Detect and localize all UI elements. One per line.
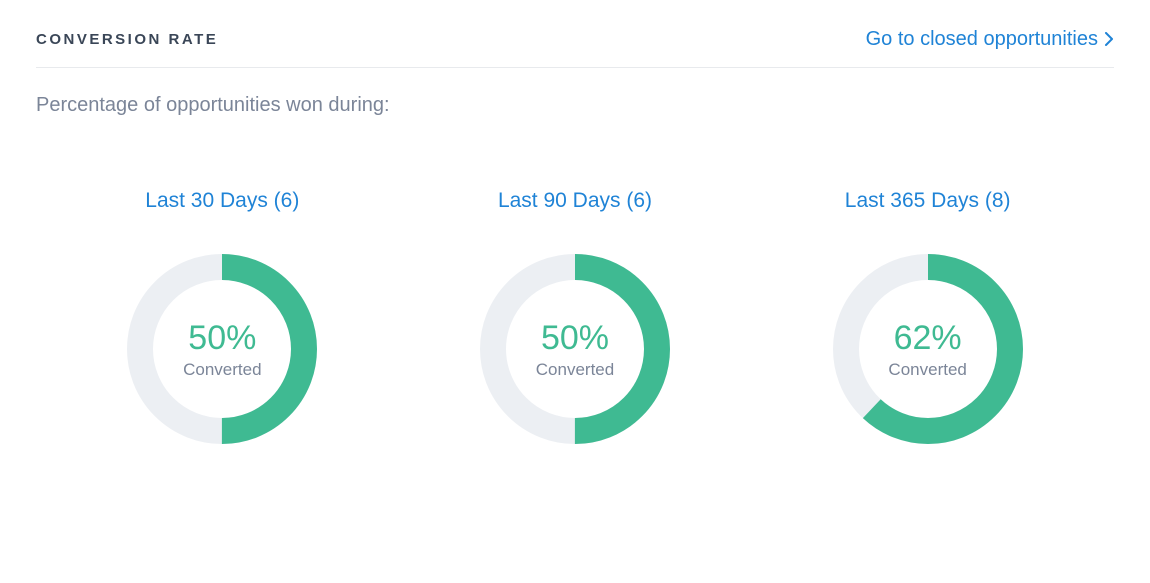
donut-chart-last-90: 50% Converted [475, 249, 675, 449]
donut-chart-last-30: 50% Converted [122, 249, 322, 449]
donut-percent: 50% [188, 319, 256, 358]
donut-center: 62% Converted [828, 249, 1028, 449]
chevron-right-icon [1104, 30, 1114, 50]
donut-center: 50% Converted [122, 249, 322, 449]
section-title: CONVERSION RATE [36, 31, 218, 48]
donut-label: Converted [888, 360, 966, 380]
donut-title-last-30[interactable]: Last 30 Days (6) [145, 189, 299, 213]
link-text: Go to closed opportunities [866, 28, 1098, 51]
donut-label: Converted [183, 360, 261, 380]
donut-percent: 50% [541, 319, 609, 358]
closed-opportunities-link[interactable]: Go to closed opportunities [866, 28, 1114, 51]
donut-label: Converted [536, 360, 614, 380]
donut-title-last-365[interactable]: Last 365 Days (8) [845, 189, 1011, 213]
subtitle: Percentage of opportunities won during: [36, 94, 1114, 117]
header: CONVERSION RATE Go to closed opportuniti… [36, 28, 1114, 68]
donut-percent: 62% [894, 319, 962, 358]
donut-panel-last-30: Last 30 Days (6) 50% Converted [46, 189, 399, 449]
donut-panel-last-365: Last 365 Days (8) 62% Converted [751, 189, 1104, 449]
donut-center: 50% Converted [475, 249, 675, 449]
donut-panel-last-90: Last 90 Days (6) 50% Converted [399, 189, 752, 449]
donut-title-last-90[interactable]: Last 90 Days (6) [498, 189, 652, 213]
charts-row: Last 30 Days (6) 50% Converted Last 90 D… [36, 189, 1114, 449]
donut-chart-last-365: 62% Converted [828, 249, 1028, 449]
